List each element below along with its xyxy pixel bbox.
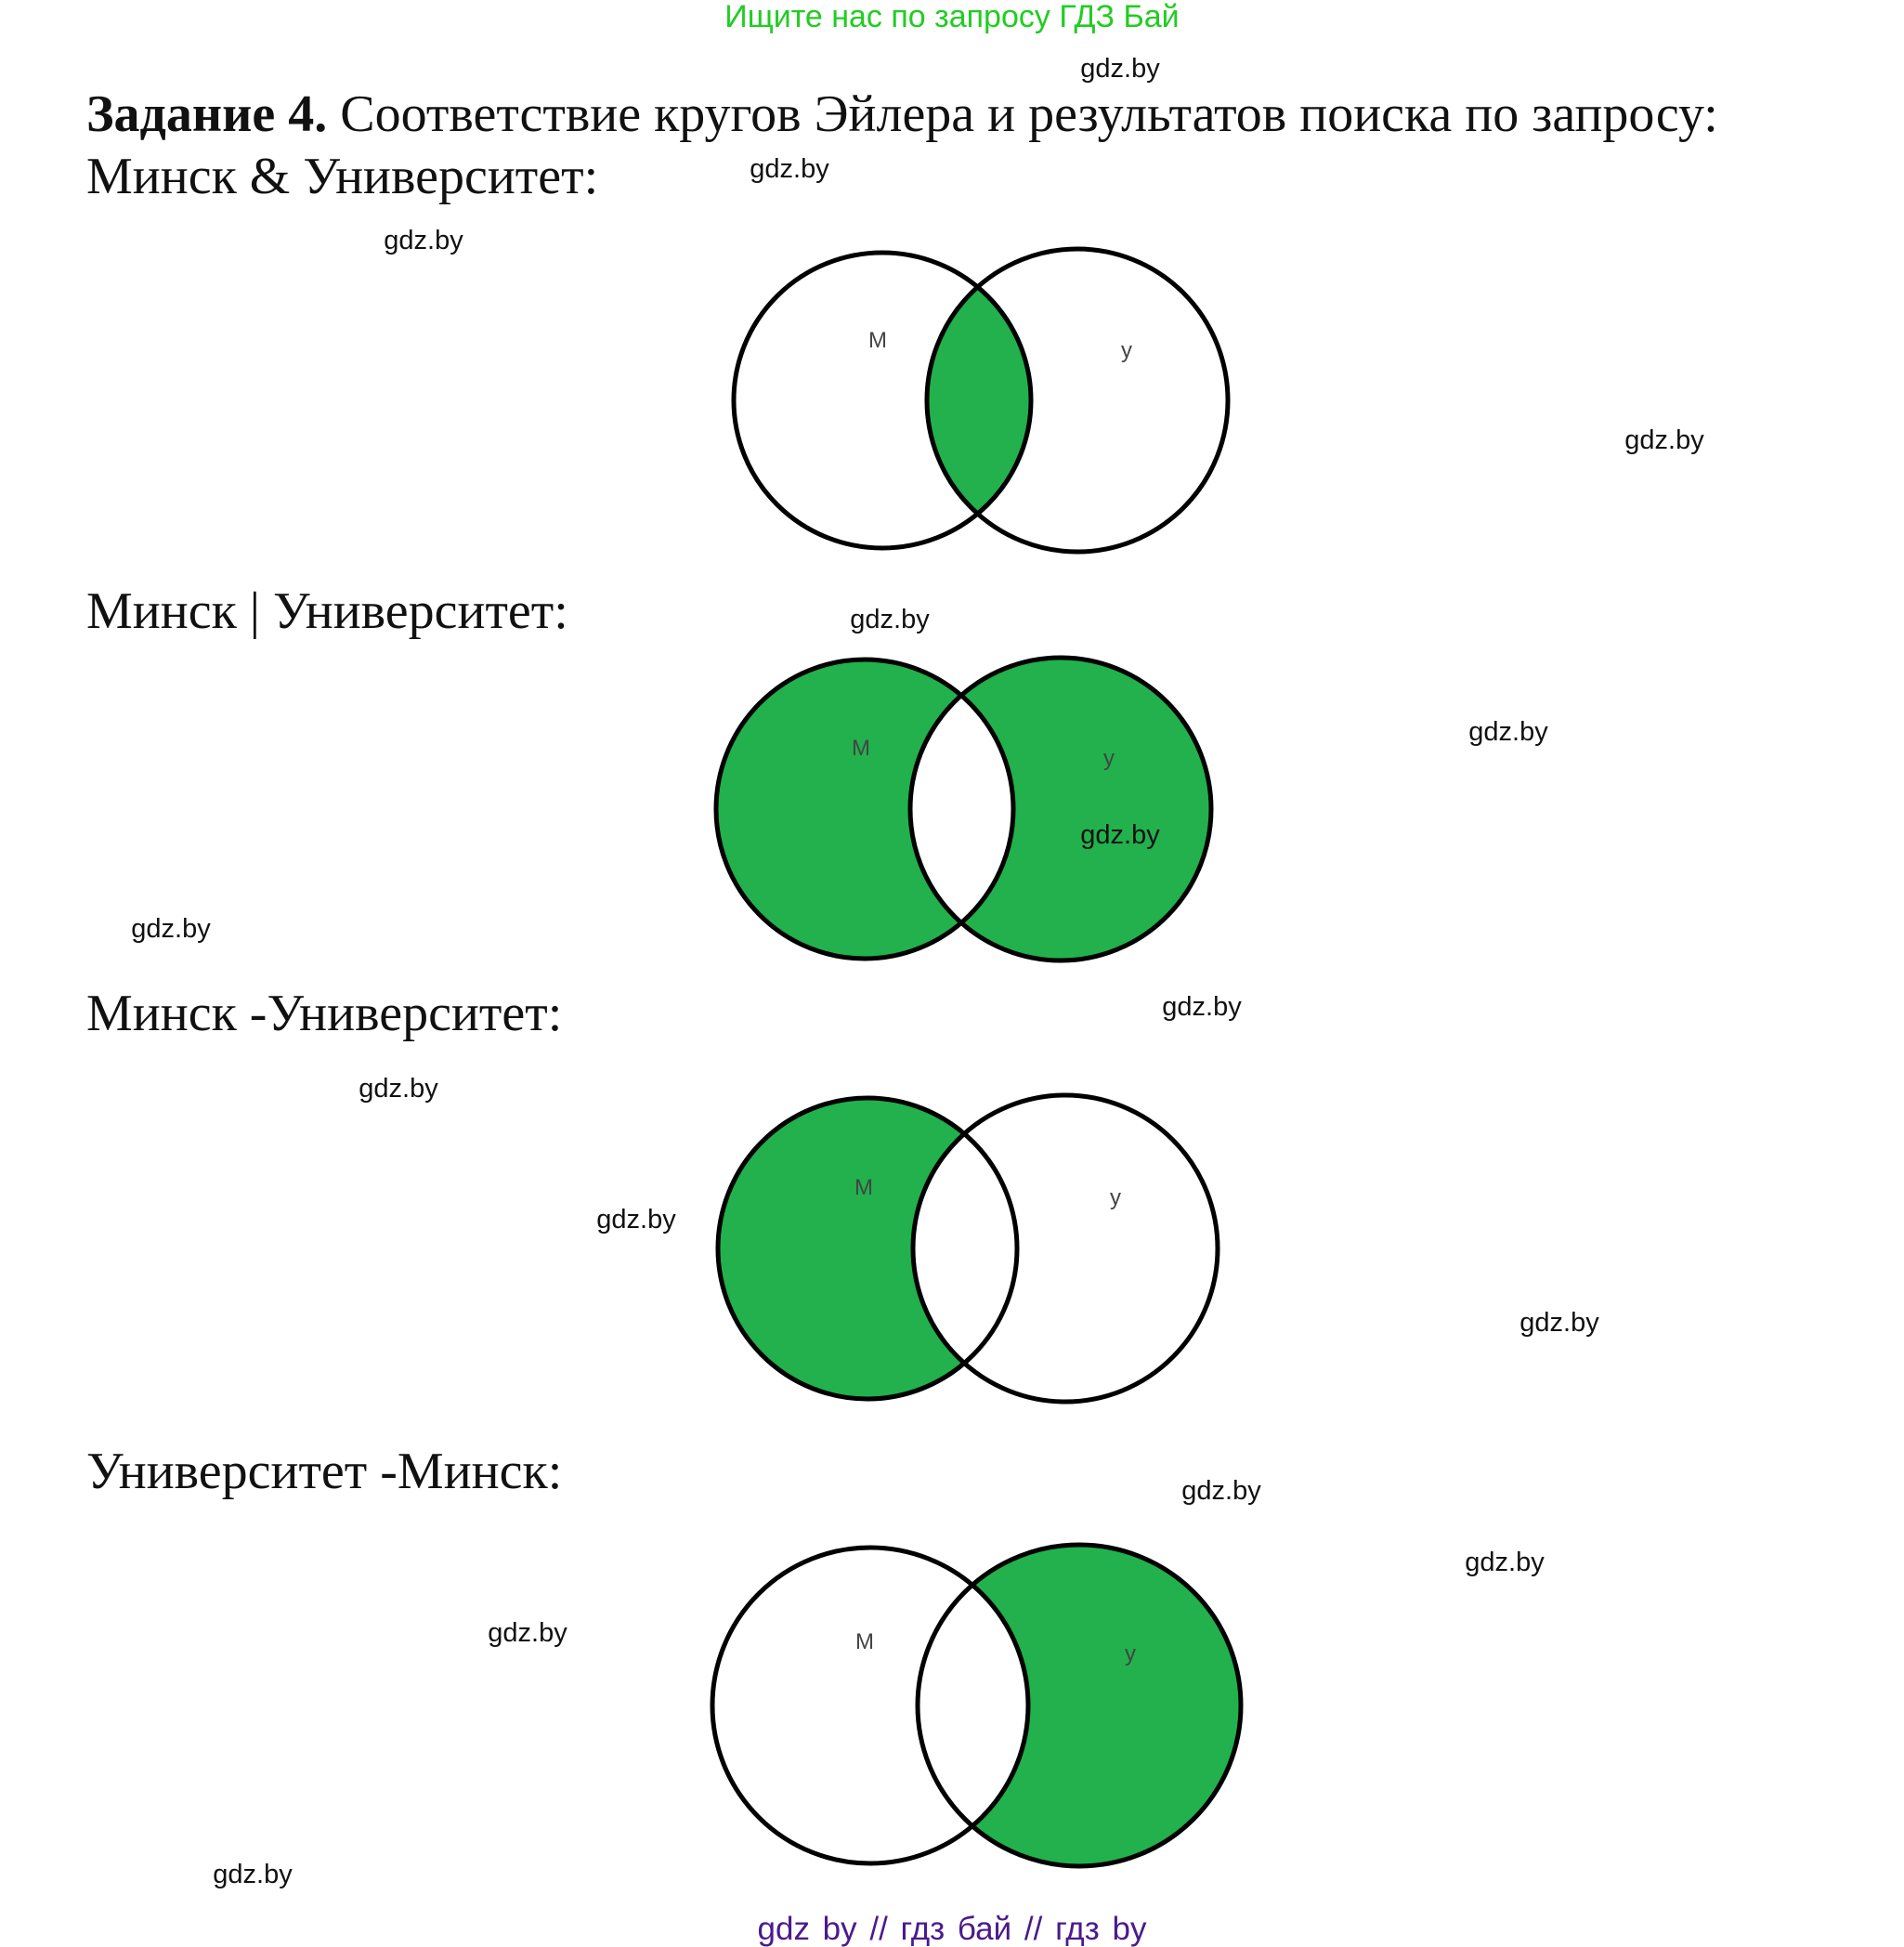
circle-minsk [710, 1545, 1031, 1866]
circle-university [915, 1542, 1244, 1869]
watermark: gdz.by [596, 1205, 676, 1235]
watermark: gdz.by [359, 1074, 438, 1104]
watermark: gdz.by [131, 914, 211, 944]
circle-minsk [731, 250, 1034, 551]
watermark: gdz.by [1162, 992, 1242, 1022]
watermark: gdz.by [1080, 54, 1160, 84]
footer-watermark: gdz by // гдз бай // гдз by [757, 1911, 1147, 1947]
query-label-2: Минск | Университет: [86, 582, 568, 640]
circle-label-minsk: М [868, 328, 887, 353]
circle-label-minsk: М [855, 1629, 874, 1654]
circle-university [907, 655, 1214, 963]
watermark: gdz.by [213, 1860, 293, 1889]
search-banner: Ищите нас по запросу ГДЗ Бай [724, 0, 1180, 34]
watermark: gdz.by [1624, 425, 1704, 455]
query-label-1: Минск & Университет: [86, 148, 599, 205]
watermark: gdz.by [850, 605, 930, 634]
circle-label-minsk: М [852, 736, 870, 761]
circle-label-university: у [1121, 338, 1132, 363]
task-title: Задание 4. Соответствие кругов Эйлера и … [86, 86, 1718, 142]
watermark: gdz.by [750, 154, 829, 184]
watermark: gdz.by [1468, 717, 1548, 747]
region-intersection [918, 1548, 1028, 1863]
circle-university [910, 1092, 1220, 1405]
circle-label-university: у [1125, 1641, 1136, 1666]
watermark: gdz.by [488, 1618, 567, 1648]
watermark: gdz.by [1080, 820, 1160, 850]
region-intersection [927, 253, 1031, 548]
circle-label-university: у [1110, 1185, 1121, 1210]
watermark: gdz.by [1465, 1548, 1545, 1577]
watermark: gdz.by [384, 226, 463, 255]
query-label-3: Минск -Университет: [86, 985, 563, 1042]
query-label-4: Университет -Минск: [86, 1443, 563, 1500]
watermark: gdz.by [1181, 1476, 1261, 1506]
circle-minsk [715, 1095, 1020, 1402]
task-description: Соответствие кругов Эйлера и результатов… [327, 85, 1718, 143]
circle-label-university: у [1103, 746, 1115, 771]
region-intersection [913, 1098, 1017, 1399]
task-number: Задание 4. [86, 85, 328, 143]
circle-university [924, 246, 1231, 555]
watermark: gdz.by [1519, 1308, 1599, 1338]
region-intersection [910, 660, 1013, 959]
circle-label-minsk: М [854, 1175, 873, 1200]
circle-minsk [713, 657, 1016, 961]
